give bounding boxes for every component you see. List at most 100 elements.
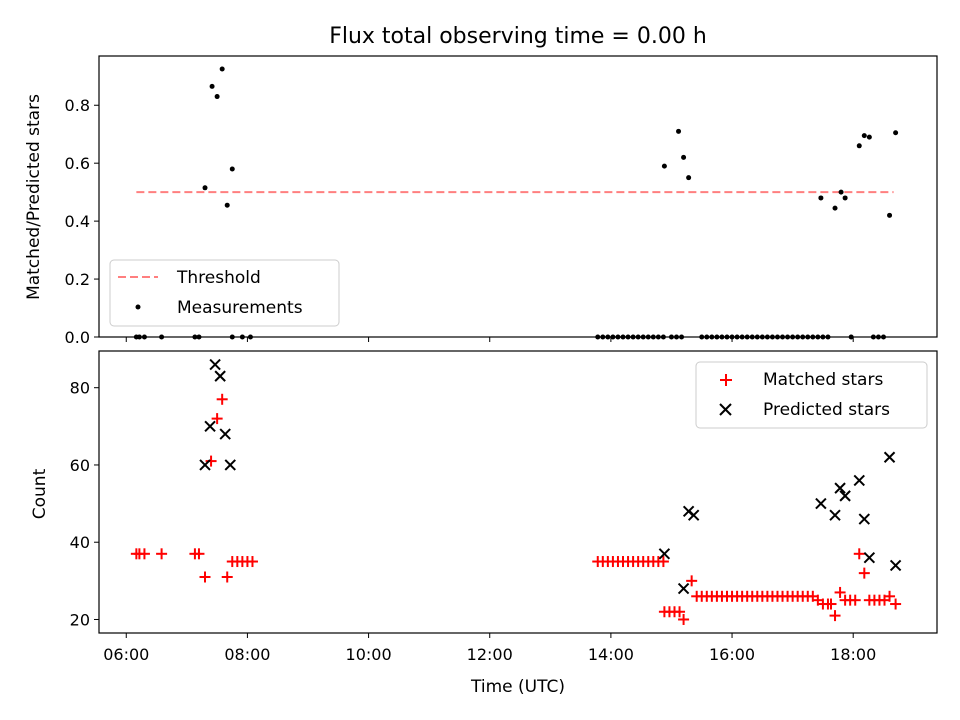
- measurement-point: [818, 195, 824, 201]
- x-tick-label: 10:00: [346, 645, 392, 664]
- bottom-legend: Matched stars Predicted stars: [695, 361, 928, 429]
- predicted-star-stroke: [209, 358, 221, 371]
- matched-star-marker: [858, 567, 870, 579]
- matched-star-marker: [246, 556, 258, 568]
- measurement-point: [224, 202, 230, 208]
- top-legend: Threshold Measurements: [109, 259, 340, 327]
- predicted-star-stroke: [863, 551, 876, 564]
- x-tick-label: 12:00: [467, 645, 513, 664]
- top-y-tick-label: 0.6: [65, 154, 90, 173]
- top-plot-frame: [98, 55, 938, 338]
- predicted-star-marker: [214, 370, 226, 382]
- matched-star-marker: [657, 556, 669, 568]
- predicted-star-marker: [677, 582, 690, 595]
- top-legend-box: [109, 259, 340, 327]
- predicted-star-marker: [204, 420, 216, 433]
- measurement-point: [842, 195, 848, 201]
- legend-threshold-label: Threshold: [176, 268, 261, 288]
- measurement-point: [676, 128, 682, 134]
- measurement-point: [229, 166, 235, 172]
- matched-star-marker: [686, 575, 698, 587]
- x-tick-label: 08:00: [224, 645, 270, 664]
- predicted-star-marker: [209, 358, 221, 371]
- bottom-plot-marks: [130, 358, 902, 625]
- predicted-star-stroke: [853, 474, 865, 487]
- matched-star-marker: [221, 571, 233, 583]
- predicted-star-marker: [829, 509, 841, 521]
- matched-star-marker: [853, 548, 865, 560]
- predicted-star-marker: [224, 459, 236, 471]
- bottom-y-tick-label: 40: [70, 533, 90, 552]
- bottom-legend-box: [695, 361, 928, 429]
- matched-star-marker: [849, 594, 861, 606]
- top-y-tick-label: 0.0: [65, 328, 90, 347]
- matched-star-marker: [884, 590, 896, 602]
- measurement-point: [661, 163, 667, 169]
- measurement-point: [893, 130, 899, 136]
- matched-star-marker: [216, 393, 228, 405]
- matched-star-marker: [890, 598, 902, 610]
- bottom-y-axis-label: Count: [30, 468, 50, 519]
- predicted-star-stroke: [687, 509, 700, 521]
- x-tick-label: 18:00: [830, 645, 876, 664]
- matched-star-marker: [674, 606, 686, 618]
- bottom-plot-frame: [98, 350, 938, 634]
- bottom-y-tick-label: 60: [70, 456, 90, 475]
- legend-predicted-label: Predicted stars: [763, 400, 890, 420]
- predicted-star-marker: [219, 428, 231, 440]
- predicted-star-stroke: [839, 490, 851, 502]
- measurement-point: [209, 83, 215, 89]
- x-tick-label: 14:00: [588, 645, 634, 664]
- chart-title: Flux total observing time = 0.00 h: [329, 24, 707, 49]
- predicted-star-marker: [889, 559, 902, 572]
- predicted-star-marker: [658, 548, 671, 560]
- x-tick-label: 16:00: [709, 645, 755, 664]
- measurement-point: [681, 154, 687, 160]
- x-tick-label: 06:00: [103, 645, 149, 664]
- predicted-star-stroke: [219, 428, 231, 440]
- predicted-star-stroke: [199, 459, 211, 471]
- x-axis-label: Time (UTC): [470, 677, 565, 697]
- matched-star-marker: [829, 610, 841, 622]
- measurement-point: [838, 189, 844, 195]
- matched-star-marker: [193, 548, 205, 560]
- predicted-star-marker: [839, 490, 851, 502]
- matched-star-marker: [199, 571, 211, 583]
- matched-star-marker: [211, 413, 223, 425]
- bottom-axes: 20 40 60 80 06:00 08:00 10:00 12:00 14:00 16:00 18…: [70, 379, 877, 664]
- measurement-point: [219, 66, 225, 72]
- legend-matched-swatch: [720, 374, 732, 386]
- predicted-star-stroke: [834, 482, 846, 494]
- top-y-tick-label: 0.8: [65, 96, 90, 115]
- predicted-star-marker: [687, 509, 700, 521]
- bottom-y-tick-label: 80: [70, 379, 90, 398]
- predicted-star-stroke: [815, 497, 827, 510]
- top-y-axis-label: Matched/Predicted stars: [24, 94, 44, 300]
- legend-predicted-swatch: [719, 403, 732, 416]
- predicted-star-marker: [834, 482, 846, 494]
- top-y-tick-label: 0.4: [65, 212, 90, 231]
- predicted-star-marker: [853, 474, 865, 487]
- predicted-star-stroke: [214, 370, 226, 382]
- measurement-point: [866, 134, 872, 140]
- predicted-star-stroke: [858, 513, 871, 525]
- legend-measurements-label: Measurements: [177, 298, 303, 318]
- matched-star-marker: [205, 455, 217, 467]
- legend-measurements-swatch: [135, 304, 141, 310]
- measurement-point: [887, 212, 893, 218]
- predicted-star-marker: [863, 551, 876, 564]
- measurement-point: [202, 185, 208, 191]
- predicted-star-stroke: [889, 559, 902, 572]
- matched-star-marker: [138, 548, 150, 560]
- measurement-point: [856, 143, 862, 149]
- predicted-star-marker: [199, 459, 211, 471]
- predicted-star-stroke: [829, 509, 841, 521]
- predicted-star-marker: [883, 451, 896, 463]
- top-axes: 0.0 0.2 0.4 0.6 0.8: [65, 96, 854, 347]
- measurement-point: [214, 94, 220, 100]
- top-y-tick-label: 0.2: [65, 270, 90, 289]
- matched-star-marker: [834, 586, 846, 598]
- predicted-star-marker: [815, 497, 827, 510]
